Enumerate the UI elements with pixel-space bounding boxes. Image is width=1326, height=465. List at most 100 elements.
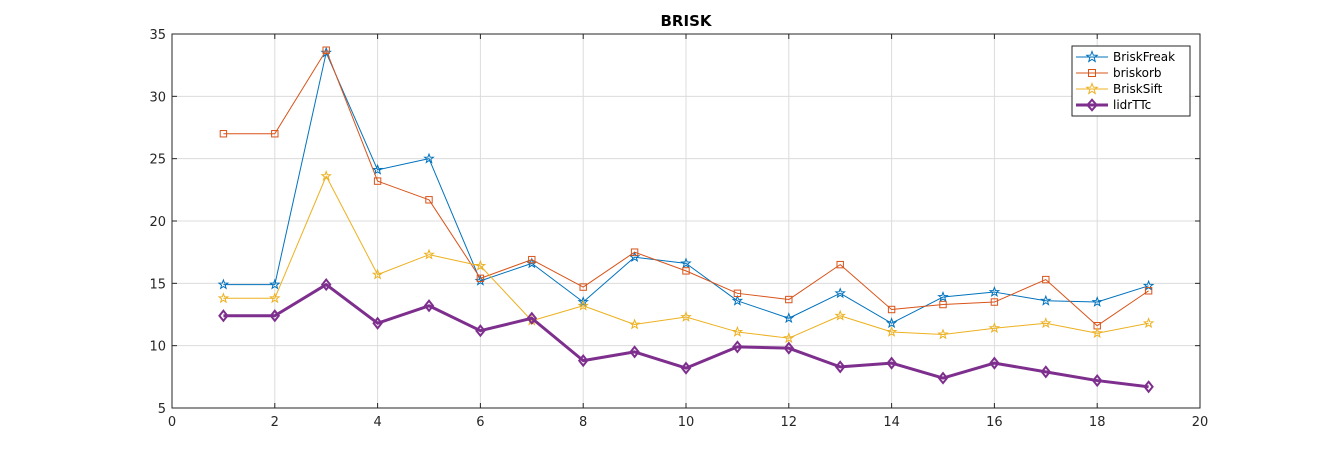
data-point — [682, 267, 690, 275]
legend-label: BriskFreak — [1113, 50, 1175, 64]
data-point — [577, 354, 589, 368]
legend-marker — [1085, 50, 1099, 63]
data-point — [887, 305, 896, 314]
series-line — [223, 52, 1149, 324]
legend-box — [1071, 45, 1191, 117]
data-point — [373, 177, 382, 185]
axes-ticks: 0 2 4 6 8 10 12 14 16 18 20 5 10 15 20 25 30 35 — [149, 28, 1208, 430]
data-point — [217, 278, 230, 290]
data-point — [731, 325, 744, 337]
x-tick-label: 8 — [579, 415, 587, 430]
data-point — [526, 311, 538, 325]
y-tick-label: 35 — [149, 28, 166, 43]
legend-item: lidrTTc — [1076, 98, 1151, 112]
x-tick-label: 16 — [986, 415, 1003, 430]
data-point — [371, 268, 384, 280]
data-point — [783, 332, 795, 344]
series-BriskSift — [217, 170, 1155, 344]
x-tick-label: 0 — [168, 415, 176, 430]
data-point — [271, 130, 279, 138]
x-tick-label: 14 — [883, 415, 900, 430]
y-tick-label: 15 — [149, 277, 166, 292]
data-point — [474, 259, 487, 271]
data-point — [783, 341, 795, 355]
x-tick-label: 10 — [678, 415, 695, 430]
data-point — [990, 298, 999, 306]
y-tick-label: 5 — [158, 402, 166, 417]
data-point — [269, 278, 281, 290]
data-point — [1042, 275, 1050, 284]
series-line — [223, 283, 1149, 389]
data-point — [886, 356, 897, 370]
data-point — [1143, 380, 1154, 394]
series-lidrTTc — [218, 277, 1154, 394]
legend-label: briskorb — [1113, 66, 1162, 80]
data-point — [1040, 317, 1052, 329]
data-point — [732, 340, 743, 354]
data-point — [320, 170, 332, 182]
series-line — [223, 49, 1149, 327]
data-point — [834, 360, 846, 374]
legend-label: lidrTTc — [1113, 98, 1151, 112]
data-point — [371, 163, 384, 175]
x-tick-label: 6 — [476, 415, 484, 430]
data-point — [834, 309, 846, 321]
data-point — [680, 257, 692, 269]
data-point — [1144, 287, 1153, 295]
y-tick-label: 30 — [149, 90, 166, 105]
data-point — [988, 322, 1001, 334]
x-tick-label: 2 — [271, 415, 279, 430]
data-point — [425, 196, 433, 204]
series-layer — [217, 46, 1155, 394]
data-point — [320, 277, 332, 292]
x-tick-label: 4 — [373, 415, 381, 430]
y-tick-label: 25 — [149, 153, 166, 168]
data-point — [528, 255, 536, 264]
data-point — [733, 289, 742, 298]
data-point — [885, 317, 898, 329]
data-point — [217, 292, 230, 304]
data-point — [218, 309, 229, 323]
data-point — [322, 46, 330, 54]
data-point — [476, 274, 485, 283]
data-point — [628, 318, 641, 330]
data-point — [475, 324, 486, 338]
legend: BriskFreak briskorb BriskSift lidrTTc — [1071, 45, 1191, 117]
data-point — [579, 283, 587, 291]
data-point — [423, 152, 435, 164]
data-point — [219, 130, 228, 138]
data-point — [937, 371, 949, 385]
data-point — [1142, 317, 1155, 329]
data-point — [269, 309, 281, 323]
data-point — [785, 295, 793, 304]
data-point — [577, 295, 589, 307]
data-point — [1040, 294, 1052, 306]
data-point — [836, 260, 844, 269]
data-point — [1091, 295, 1103, 307]
x-tick-label: 20 — [1192, 415, 1209, 430]
legend-marker — [1088, 69, 1096, 77]
data-point — [629, 345, 640, 359]
data-point — [372, 316, 383, 330]
data-point — [989, 356, 1000, 370]
legend-item: briskorb — [1076, 66, 1162, 80]
data-point — [630, 248, 639, 256]
data-point — [885, 325, 898, 337]
series-line — [223, 175, 1149, 339]
legend-item: BriskSift — [1076, 82, 1163, 96]
data-point — [269, 292, 281, 304]
y-tick-label: 10 — [149, 340, 166, 355]
data-point — [937, 328, 949, 340]
data-point — [577, 299, 589, 311]
data-point — [783, 312, 795, 324]
legend-marker — [1085, 82, 1099, 95]
data-point — [680, 310, 692, 322]
data-point — [1091, 327, 1103, 339]
legend-item: BriskFreak — [1076, 50, 1175, 64]
x-tick-label: 18 — [1089, 415, 1106, 430]
data-point — [937, 290, 949, 302]
data-point — [680, 361, 692, 375]
series-briskorb — [219, 46, 1153, 330]
